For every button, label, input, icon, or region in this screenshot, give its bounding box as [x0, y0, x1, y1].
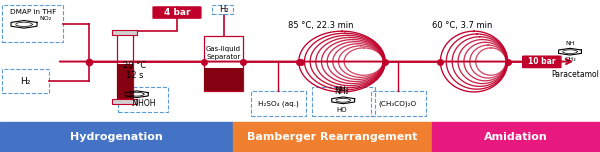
FancyBboxPatch shape — [522, 55, 562, 68]
Text: 10 bar: 10 bar — [528, 57, 556, 66]
Text: Amidation: Amidation — [484, 132, 548, 142]
Text: NH₂: NH₂ — [335, 87, 349, 97]
Bar — [112, 99, 137, 104]
Bar — [2, 69, 49, 93]
Bar — [212, 5, 233, 14]
Text: 60 °C, 3.7 min: 60 °C, 3.7 min — [432, 21, 492, 30]
Bar — [432, 122, 600, 152]
Text: NH₂: NH₂ — [335, 86, 349, 92]
Text: Gas-liquid
Separator: Gas-liquid Separator — [206, 46, 241, 60]
Text: 20 °C: 20 °C — [123, 61, 146, 70]
Bar — [204, 68, 243, 91]
Text: Hydrogenation: Hydrogenation — [70, 132, 163, 142]
Bar — [251, 91, 306, 116]
Text: CH₃: CH₃ — [564, 57, 576, 62]
Text: DMAP in THF: DMAP in THF — [10, 9, 56, 15]
Text: NH: NH — [565, 41, 575, 46]
Text: H₂: H₂ — [218, 5, 229, 14]
Bar — [312, 87, 375, 116]
Text: .NHOH: .NHOH — [130, 99, 155, 108]
Text: HO: HO — [337, 107, 347, 113]
Bar — [233, 122, 432, 152]
Text: (CH₃CO)₂O: (CH₃CO)₂O — [379, 101, 417, 107]
Text: 85 °C, 22.3 min: 85 °C, 22.3 min — [288, 21, 354, 30]
Text: H₂: H₂ — [20, 77, 31, 86]
Bar — [118, 87, 168, 112]
FancyBboxPatch shape — [152, 6, 202, 19]
Bar — [112, 30, 137, 35]
Bar — [2, 5, 63, 42]
Text: 12 s: 12 s — [125, 71, 143, 80]
Text: Bamberger Rearrangement: Bamberger Rearrangement — [247, 132, 418, 142]
Text: Paracetamol: Paracetamol — [551, 70, 599, 79]
Bar — [117, 64, 133, 100]
Bar — [371, 91, 426, 116]
Bar — [0, 122, 233, 152]
Text: 4 bar: 4 bar — [164, 8, 190, 17]
Text: H₂SO₄ (aq.): H₂SO₄ (aq.) — [258, 101, 299, 107]
Bar — [204, 36, 243, 91]
Bar — [117, 33, 133, 100]
Text: NO₂: NO₂ — [39, 17, 51, 21]
